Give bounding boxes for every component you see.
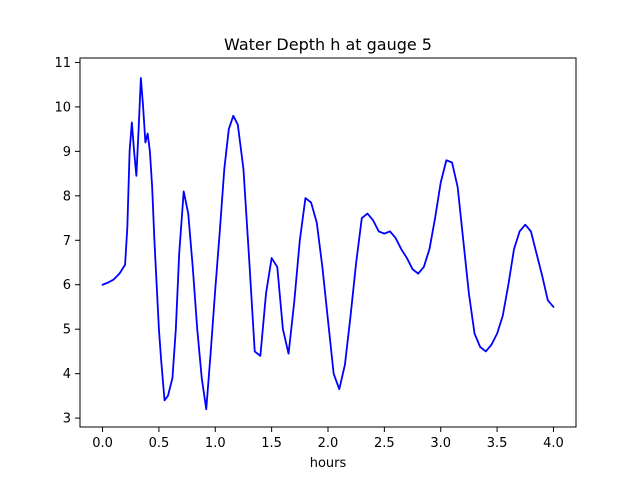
x-axis: 0.0 0.5 1.0 1.5 2.0 2.5 3.0 3.5 4.0	[92, 427, 564, 451]
y-tick-label: 7	[63, 234, 71, 249]
x-tick-label: 1.5	[261, 436, 282, 451]
y-tick-label: 8	[63, 189, 71, 204]
x-tick-label: 1.0	[205, 436, 226, 451]
y-tick-label: 11	[54, 56, 71, 71]
y-tick-label: 5	[63, 323, 71, 338]
x-tick-label: 0.5	[149, 436, 170, 451]
y-tick-label: 4	[63, 367, 71, 382]
y-tick-label: 6	[63, 278, 71, 293]
x-tick-label: 2.0	[318, 436, 339, 451]
y-tick-label: 9	[63, 145, 71, 160]
chart-title: Water Depth h at gauge 5	[224, 35, 432, 54]
y-tick-label: 3	[63, 412, 71, 427]
plot-area	[101, 77, 555, 411]
x-tick-label: 2.5	[374, 436, 395, 451]
y-tick-label: 10	[54, 100, 71, 115]
x-tick-label: 3.5	[487, 436, 508, 451]
series-line	[101, 77, 555, 411]
y-axis: 3 4 5 6 7 8 9 10 11	[54, 56, 80, 427]
plot-frame	[79, 57, 577, 428]
x-axis-label: hours	[310, 456, 347, 471]
x-tick-label: 4.0	[543, 436, 564, 451]
x-tick-label: 3.0	[430, 436, 451, 451]
x-tick-label: 0.0	[92, 436, 113, 451]
